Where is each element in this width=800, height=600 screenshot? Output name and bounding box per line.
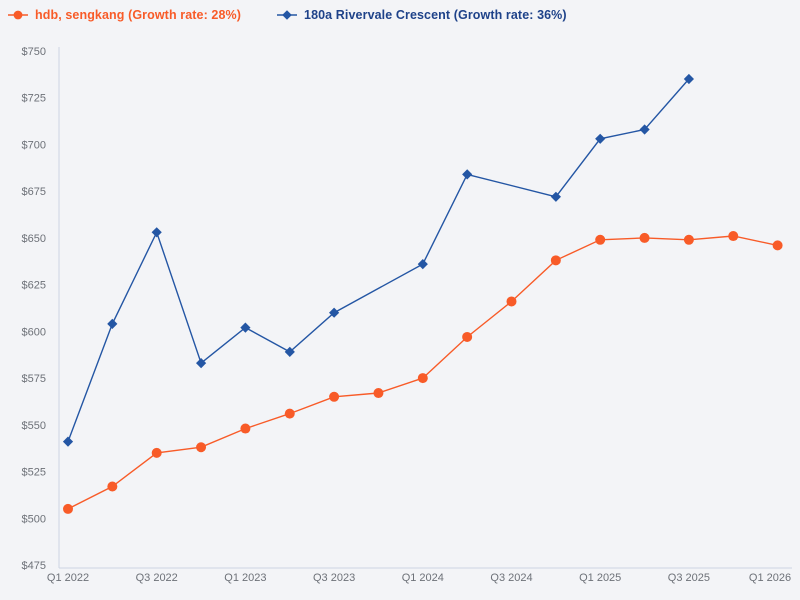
- x-axis-tick-label: Q3 2022: [136, 572, 178, 584]
- legend-item-rivervale-crescent[interactable]: 180a Rivervale Crescent (Growth rate: 36…: [277, 8, 567, 22]
- data-point-circle[interactable]: [417, 373, 428, 384]
- legend-marker-diamond-icon: [277, 10, 298, 20]
- x-axis-tick-label: Q1 2026: [749, 572, 791, 584]
- data-point-circle[interactable]: [284, 408, 295, 419]
- y-axis-tick-label: $725: [22, 93, 46, 105]
- x-axis-tick-label: Q3 2024: [490, 572, 532, 584]
- y-axis-tick-label: $675: [22, 186, 46, 198]
- data-point-circle[interactable]: [107, 481, 118, 492]
- x-axis-tick-label: Q1 2025: [579, 572, 621, 584]
- series-line-hdb-sengkang: [67, 235, 778, 510]
- data-point-circle[interactable]: [595, 234, 606, 245]
- data-point-circle[interactable]: [506, 296, 517, 307]
- data-point-circle[interactable]: [63, 503, 73, 514]
- chart-legend: hdb, sengkang (Growth rate: 28%) 180a Ri…: [8, 8, 567, 22]
- data-point-diamond[interactable]: [62, 436, 74, 447]
- data-point-diamond[interactable]: [107, 318, 118, 329]
- data-point-diamond[interactable]: [417, 259, 428, 270]
- legend-label-hdb-sengkang: hdb, sengkang (Growth rate: 28%): [35, 8, 242, 22]
- y-axis-tick-label: $650: [22, 233, 46, 245]
- series-line-180a-rivervale-crescent: [67, 78, 690, 442]
- y-axis-tick-label: $550: [22, 420, 46, 432]
- data-point-circle[interactable]: [151, 447, 162, 458]
- legend-item-hdb-sengkang[interactable]: hdb, sengkang (Growth rate: 28%): [8, 8, 241, 22]
- x-axis-tick-label: Q1 2024: [402, 572, 444, 584]
- legend-marker-circle-icon: [8, 10, 28, 20]
- data-point-circle[interactable]: [462, 331, 473, 342]
- data-point-circle[interactable]: [329, 391, 340, 402]
- x-axis-tick-label: Q1 2022: [47, 572, 89, 584]
- y-axis-tick-label: $575: [22, 373, 46, 385]
- data-point-diamond[interactable]: [462, 169, 473, 180]
- x-axis-tick-label: Q3 2025: [668, 572, 710, 584]
- y-axis-tick-label: $700: [22, 139, 46, 151]
- data-point-diamond[interactable]: [151, 227, 162, 238]
- y-axis-tick-label: $625: [22, 280, 46, 292]
- data-point-circle[interactable]: [373, 388, 384, 399]
- data-point-circle[interactable]: [728, 231, 739, 242]
- data-point-circle[interactable]: [772, 240, 783, 251]
- x-axis-tick-label: Q1 2023: [224, 572, 266, 584]
- data-point-circle[interactable]: [196, 442, 207, 453]
- y-axis-tick-label: $500: [22, 513, 46, 525]
- data-point-circle[interactable]: [240, 423, 251, 434]
- y-axis-tick-label: $600: [22, 326, 46, 338]
- data-point-circle[interactable]: [550, 255, 561, 266]
- legend-label-rivervale-crescent: 180a Rivervale Crescent (Growth rate: 36…: [304, 8, 567, 22]
- data-point-circle[interactable]: [639, 232, 650, 243]
- data-point-circle[interactable]: [683, 234, 694, 245]
- y-axis-tick-label: $525: [22, 467, 46, 479]
- y-axis-tick-label: $750: [22, 46, 46, 58]
- y-axis-tick-label: $475: [22, 560, 46, 572]
- x-axis-tick-label: Q3 2023: [313, 572, 355, 584]
